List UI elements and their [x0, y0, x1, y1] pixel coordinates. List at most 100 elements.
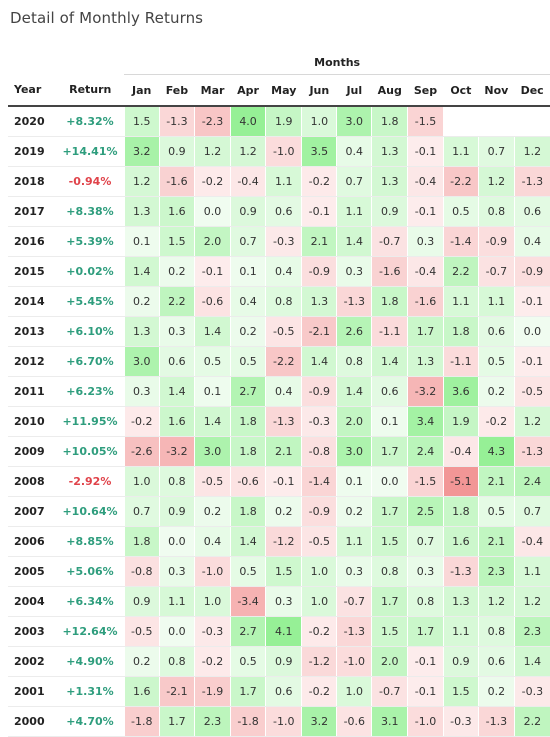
- monthly-return-cell: -0.1: [407, 646, 444, 677]
- monthly-return-cell: -3.2: [407, 376, 444, 407]
- monthly-return-cell: -1.0: [194, 556, 231, 587]
- monthly-return-cell: 1.2: [194, 136, 231, 167]
- monthly-return-cell: 0.4: [513, 226, 550, 257]
- monthly-return-cell: -0.5: [265, 316, 302, 347]
- monthly-return-cell: 1.4: [158, 376, 195, 407]
- monthly-return-cell: -1.6: [407, 286, 444, 317]
- column-header-row: Year Return Jan Feb Mar Apr May Jun Jul Aug Sep O…: [8, 74, 550, 107]
- monthly-return-cell: -1.9: [194, 676, 231, 707]
- monthly-return-cell: 1.4: [336, 376, 372, 407]
- monthly-return-cell: 0.7: [477, 136, 515, 167]
- monthly-return-cell: 2.1: [477, 526, 515, 557]
- monthly-return-cell: 0.7: [336, 166, 372, 197]
- monthly-return-cell: -0.1: [407, 136, 444, 167]
- annual-return-cell: +6.70%: [56, 346, 125, 377]
- year-cell: 2020: [8, 106, 57, 137]
- table-row: 2015 +0.02% 1.4 0.2 -0.1 0.1 0.4 -0.9 0.3 -1.6 -0.…: [8, 256, 550, 287]
- monthly-return-cell: -1.3: [513, 166, 550, 197]
- table-row: 2003 +12.64% -0.5 0.0 -0.3 2.7 4.1 -0.2 -1.3 1.5 1…: [8, 616, 550, 647]
- monthly-return-cell: 0.9: [371, 196, 408, 227]
- monthly-return-cell: 0.9: [265, 646, 302, 677]
- annual-return-cell: +14.41%: [56, 136, 125, 167]
- annual-return-cell: +8.38%: [56, 196, 125, 227]
- monthly-return-cell: -2.1: [158, 676, 195, 707]
- returns-table-body: 2020 +8.32% 1.5 -1.3 -2.3 4.0 1.9 1.0 3.0 1.8 -1.5…: [8, 106, 550, 737]
- monthly-return-cell: 1.7: [158, 706, 195, 737]
- annual-return-cell: +5.06%: [56, 556, 125, 587]
- monthly-return-cell: [477, 106, 515, 137]
- monthly-return-cell: 1.7: [371, 496, 408, 527]
- annual-return-cell: +6.10%: [56, 316, 125, 347]
- monthly-return-cell: 0.8: [158, 466, 195, 497]
- monthly-return-cell: 0.6: [265, 196, 302, 227]
- year-cell: 2006: [8, 526, 57, 557]
- monthly-return-cell: -1.8: [123, 706, 160, 737]
- monthly-return-cell: 1.1: [442, 136, 479, 167]
- monthly-return-cell: 1.1: [336, 526, 372, 557]
- monthly-return-cell: 1.1: [158, 586, 195, 617]
- monthly-return-cell: -0.9: [301, 256, 337, 287]
- monthly-return-cell: 0.8: [158, 646, 195, 677]
- monthly-return-cell: 0.4: [194, 526, 231, 557]
- monthly-return-cell: 3.6: [442, 376, 479, 407]
- annual-return-cell: +8.32%: [56, 106, 125, 137]
- monthly-return-cell: 0.0: [194, 196, 231, 227]
- monthly-return-cell: 0.9: [123, 586, 160, 617]
- monthly-return-cell: -0.3: [265, 226, 302, 257]
- monthly-return-cell: -0.7: [371, 676, 408, 707]
- monthly-return-cell: 0.4: [336, 136, 372, 167]
- monthly-return-cell: 1.2: [513, 406, 550, 437]
- month-column-header: Apr: [230, 74, 266, 107]
- monthly-return-cell: -2.2: [442, 166, 479, 197]
- year-cell: 2000: [8, 706, 57, 737]
- monthly-return-cell: 0.7: [229, 226, 266, 257]
- monthly-return-cell: 2.7: [229, 376, 266, 407]
- monthly-return-cell: -1.0: [265, 136, 302, 167]
- monthly-return-cell: 4.3: [477, 436, 515, 467]
- table-row: 2011 +6.23% 0.3 1.4 0.1 2.7 0.4 -0.9 1.4 0.6 -3.2 3…: [8, 376, 550, 407]
- monthly-return-cell: -1.6: [371, 256, 408, 287]
- monthly-return-cell: 1.3: [407, 346, 444, 377]
- year-cell: 2009: [8, 436, 57, 467]
- monthly-return-cell: -0.3: [194, 616, 231, 647]
- monthly-return-cell: 0.6: [477, 646, 515, 677]
- monthly-return-cell: -1.8: [229, 706, 266, 737]
- monthly-return-cell: -0.7: [336, 586, 372, 617]
- year-cell: 2012: [8, 346, 57, 377]
- monthly-return-cell: -0.1: [301, 196, 337, 227]
- monthly-return-cell: 0.5: [229, 646, 266, 677]
- monthly-return-cell: 1.1: [477, 286, 515, 317]
- monthly-return-cell: 1.3: [442, 586, 479, 617]
- monthly-return-cell: -0.7: [477, 256, 515, 287]
- monthly-return-cell: 1.6: [442, 526, 479, 557]
- monthly-return-cell: 2.1: [265, 436, 302, 467]
- monthly-return-cell: 1.4: [513, 646, 550, 677]
- monthly-return-cell: -0.6: [229, 466, 266, 497]
- monthly-return-cell: 0.5: [442, 196, 479, 227]
- monthly-return-cell: 1.5: [371, 526, 408, 557]
- monthly-return-cell: -0.1: [265, 466, 302, 497]
- monthly-return-cell: 0.1: [229, 256, 266, 287]
- monthly-return-cell: 0.1: [371, 406, 408, 437]
- monthly-return-cell: -0.2: [194, 646, 231, 677]
- monthly-return-cell: 1.7: [371, 586, 408, 617]
- monthly-return-cell: -5.1: [442, 466, 479, 497]
- monthly-return-cell: -0.4: [442, 436, 479, 467]
- table-row: 2004 +6.34% 0.9 1.1 1.0 -3.4 0.3 1.0 -0.7 1.7 0.8 1…: [8, 586, 550, 617]
- monthly-return-cell: [442, 106, 479, 137]
- monthly-return-cell: 0.6: [513, 196, 550, 227]
- monthly-return-cell: -0.9: [301, 376, 337, 407]
- annual-return-cell: +10.05%: [56, 436, 125, 467]
- monthly-return-cell: 3.0: [123, 346, 160, 377]
- monthly-return-cell: 1.5: [123, 106, 160, 137]
- monthly-return-cell: 1.8: [371, 106, 408, 137]
- monthly-return-cell: -0.2: [301, 166, 337, 197]
- monthly-return-cell: 1.1: [336, 196, 372, 227]
- monthly-return-cell: -0.3: [301, 406, 337, 437]
- monthly-return-cell: 0.5: [477, 346, 515, 377]
- monthly-return-cell: -1.3: [265, 406, 302, 437]
- monthly-return-cell: 1.3: [123, 316, 160, 347]
- table-row: 2018 -0.94% 1.2 -1.6 -0.2 -0.4 1.1 -0.2 0.7 1.3 -0…: [8, 166, 550, 197]
- table-row: 2008 -2.92% 1.0 0.8 -0.5 -0.6 -0.1 -1.4 0.1 0.0 -1…: [8, 466, 550, 497]
- monthly-return-cell: 1.7: [407, 616, 444, 647]
